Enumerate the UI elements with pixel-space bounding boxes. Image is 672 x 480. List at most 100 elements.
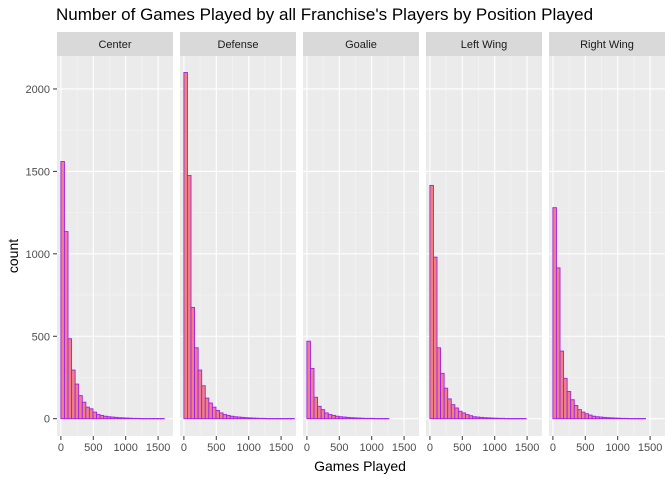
x-tick-label: 500 <box>576 442 594 454</box>
panel-background <box>549 56 665 436</box>
histogram-bar <box>345 416 351 420</box>
facet-strip-label: Right Wing <box>580 39 634 51</box>
histogram-bar <box>208 402 213 420</box>
histogram-bar <box>613 417 618 420</box>
y-tick-label: 500 <box>32 331 50 343</box>
histogram-bar <box>457 410 463 420</box>
histogram-bar <box>490 417 495 420</box>
histogram-bar <box>229 415 235 420</box>
x-tick-label: 1000 <box>113 442 137 454</box>
facet-strip <box>303 32 419 56</box>
histogram-bar <box>479 416 484 420</box>
histogram-bars <box>429 184 527 420</box>
x-tick-label: 500 <box>84 442 102 454</box>
histogram-bar <box>64 231 69 420</box>
histogram-bar <box>110 416 115 420</box>
facet-center: Center 0 500 1000 1500 <box>57 32 173 454</box>
x-tick-label: 1000 <box>605 442 629 454</box>
histogram-bar <box>313 396 319 420</box>
histogram-bar <box>236 416 242 420</box>
histogram-bar <box>88 408 94 420</box>
facet-strip <box>426 32 542 56</box>
y-axis-title: count <box>5 239 21 273</box>
x-tick-label: 1500 <box>638 442 662 454</box>
histogram-bar <box>310 367 315 420</box>
x-tick-label: 1000 <box>236 442 260 454</box>
y-tick-label: 0 <box>44 414 50 426</box>
y-tick-label: 2000 <box>26 84 50 96</box>
histogram-bars <box>183 72 295 420</box>
histogram-bar <box>117 417 122 420</box>
x-tick-label: 1000 <box>359 442 383 454</box>
histogram-bar <box>580 411 586 420</box>
x-tick-label: 1000 <box>482 442 506 454</box>
histogram-bar <box>338 416 343 420</box>
histogram-bar <box>609 417 614 420</box>
histogram-bars <box>552 207 647 420</box>
facet-strip-label: Center <box>98 39 131 51</box>
histogram-bar <box>106 416 112 420</box>
histogram-bar <box>201 385 206 420</box>
facet-defense: Defense 0 500 1000 1500 <box>180 32 296 454</box>
histogram-bar <box>465 414 470 420</box>
histogram-bar <box>92 411 97 420</box>
y-tick-label: 1000 <box>26 249 50 261</box>
y-tick-label: 1500 <box>26 166 50 178</box>
histogram-bar <box>436 347 442 420</box>
histogram-bar <box>349 417 354 420</box>
histogram-bar <box>356 417 361 420</box>
histogram-bars <box>60 161 165 420</box>
histogram-bar <box>121 417 126 420</box>
histogram-bar <box>559 350 565 420</box>
x-tick-label: 0 <box>550 442 556 454</box>
histogram-bar <box>573 405 579 420</box>
histogram-bar <box>194 347 199 420</box>
histogram-bar <box>251 417 256 420</box>
histogram-bar <box>317 405 322 420</box>
histogram-bars <box>306 340 390 420</box>
histogram-bar <box>331 414 336 420</box>
histogram-bar <box>60 161 65 420</box>
histogram-bar <box>306 340 311 420</box>
facet-strip-label: Defense <box>218 39 259 51</box>
histogram-bar <box>222 414 228 420</box>
histogram-bar <box>486 417 491 420</box>
histogram-bar <box>96 414 101 420</box>
histogram-bar <box>124 417 130 420</box>
histogram-bar <box>226 414 231 420</box>
x-tick-label: 500 <box>207 442 225 454</box>
x-tick-label: 500 <box>330 442 348 454</box>
histogram-bar <box>74 383 80 420</box>
y-axis: 0 500 1000 1500 2000 <box>26 84 57 426</box>
x-axis-title: Games Played <box>314 458 406 474</box>
histogram-bar <box>183 72 188 420</box>
x-tick-label: 0 <box>181 442 187 454</box>
panel-background <box>303 56 419 436</box>
histogram-bar <box>552 207 557 420</box>
histogram-bar <box>71 369 76 420</box>
histogram-bar <box>450 404 456 420</box>
histogram-bar <box>113 416 119 420</box>
histogram-bar <box>81 401 87 420</box>
x-tick-label: 0 <box>304 442 310 454</box>
facet-strip <box>549 32 665 56</box>
facet-strip-label: Goalie <box>345 39 377 51</box>
x-tick-label: 0 <box>58 442 64 454</box>
histogram-bar <box>556 267 561 420</box>
histogram-bar <box>187 175 192 420</box>
histogram-bar <box>591 415 597 420</box>
histogram-bar <box>247 417 253 420</box>
histogram-bar <box>482 417 488 420</box>
histogram-bar <box>204 397 210 420</box>
histogram-bar <box>429 184 434 420</box>
histogram-bar <box>67 338 73 420</box>
histogram-bar <box>211 406 217 420</box>
histogram-bar <box>454 407 459 420</box>
panel-background <box>426 56 542 436</box>
histogram-bar <box>443 387 449 420</box>
facet-left-wing: Left Wing 0 500 1000 1500 <box>426 32 542 454</box>
histogram-bar <box>103 415 108 420</box>
histogram-bar <box>324 412 329 420</box>
histogram-bar <box>595 416 600 420</box>
histogram-bar <box>588 414 593 420</box>
